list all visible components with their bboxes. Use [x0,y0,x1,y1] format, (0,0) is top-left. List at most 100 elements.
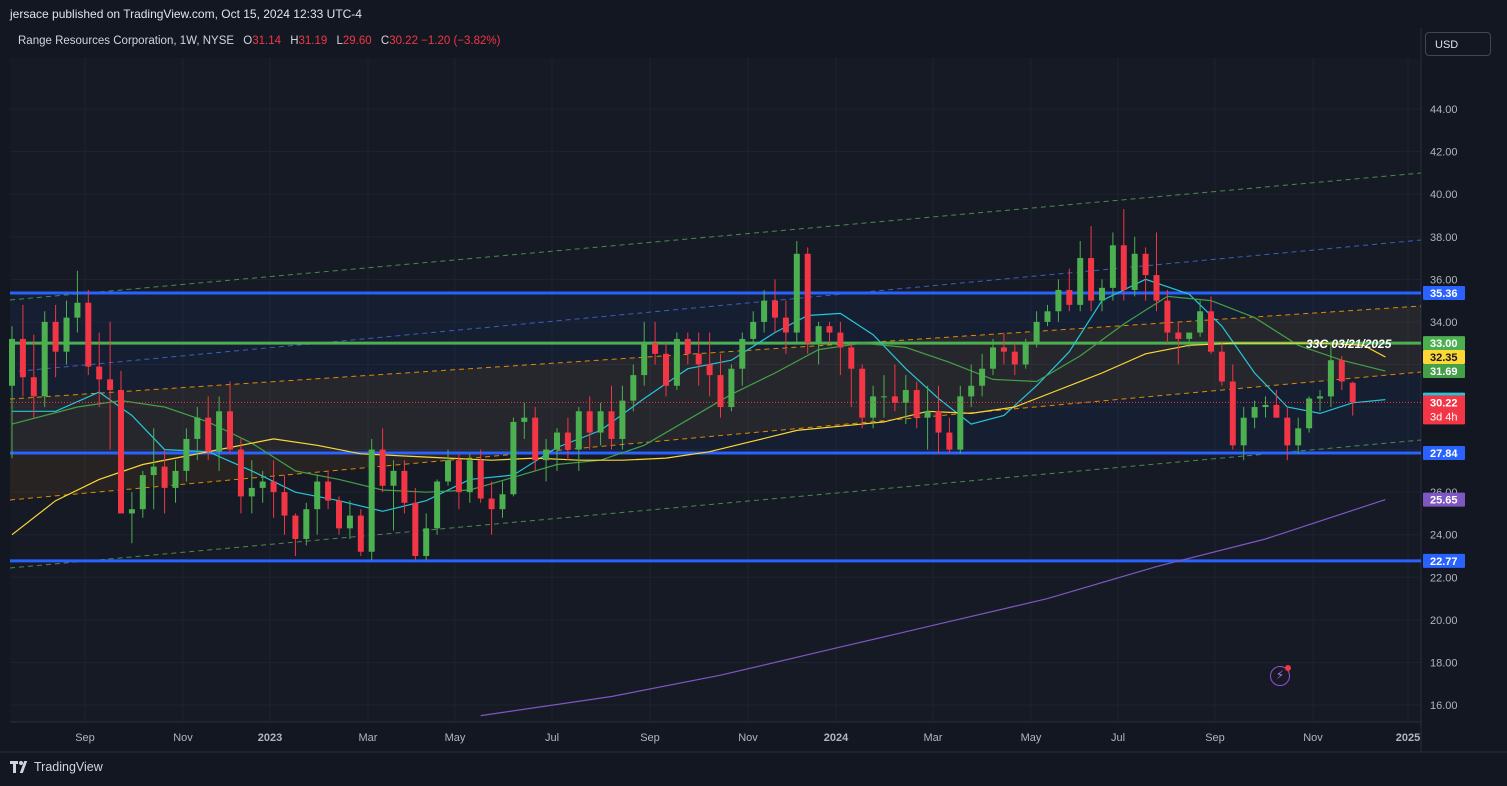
candle [390,460,397,531]
candle-body [1011,351,1018,365]
candle-body [913,390,920,418]
time-tick-label: May [445,732,466,744]
candle [695,332,702,386]
last-price-tag-label: 30.22 [1430,397,1458,409]
close-label: C [380,35,390,47]
candle-body [1088,258,1095,301]
price-tag-label: 27.84 [1430,448,1458,460]
candle [881,375,887,418]
currency-button[interactable]: USD [1425,32,1491,56]
candle-body [1153,275,1160,301]
candle [74,270,81,333]
candle-body [445,460,451,482]
candle-body [9,338,15,386]
candle-body [139,475,146,510]
price-tick-label: 42.00 [1430,147,1458,159]
time-tick-label: Mar [359,732,378,744]
candle-body [128,509,135,514]
candle-body [695,353,702,365]
footer-brand[interactable]: TradingView [10,760,103,774]
moving-average-line-3 [480,499,1386,717]
candle [619,385,626,450]
candle-body [881,396,887,398]
candle [30,334,37,418]
candle-body [292,515,299,539]
candle [303,502,310,546]
candle [837,321,844,376]
time-tick-label: 2025 [1396,732,1420,744]
candle-body [673,338,680,386]
candle [750,311,757,344]
candle [1240,407,1247,461]
candle-body [968,385,975,397]
candle-body [150,466,157,476]
candle-body [924,411,931,418]
candle [1208,296,1214,354]
candle-body [183,438,190,471]
candle [194,407,201,461]
candle-body [270,481,277,493]
candle-body [641,343,648,376]
candle [663,343,669,397]
candle [532,407,539,471]
candle-body [194,417,201,439]
candle [815,321,822,365]
candle [935,385,942,454]
candle-body [161,466,168,488]
candle [19,304,26,397]
moving-average-line-1 [11,295,1386,493]
candle [85,289,92,376]
candle [96,332,103,408]
candle [1164,289,1171,344]
price-tag-box [1423,285,1465,300]
candle [1000,332,1007,365]
time-tick-label: Jul [1111,732,1125,744]
candle-body [41,321,48,397]
candle [1131,236,1138,297]
last-price-countdown: 3d 4h [1430,411,1458,423]
candle-body [706,364,713,376]
candle-body [1327,360,1334,397]
candle [52,304,59,378]
candle-body [1055,289,1062,312]
candle-body [717,375,724,408]
candle-body [532,417,539,461]
price-tick-label: 22.00 [1430,572,1458,584]
time-tick-label: Sep [640,732,660,744]
price-tick-label: 40.00 [1430,189,1458,201]
candle [227,381,233,454]
last-price-tag-box [1423,395,1465,425]
time-tick-label: May [1021,732,1042,744]
candle [575,407,582,471]
candle-body [1142,253,1149,276]
candle-body [1273,404,1280,418]
candle [1338,355,1345,390]
open-label: O [243,35,253,47]
candle [510,417,517,497]
candle [150,428,157,510]
candle [1109,232,1116,301]
candle [1120,209,1127,301]
price-tag-box [1423,492,1465,507]
candle-body [455,460,462,493]
candle [41,311,48,408]
candle [586,396,593,450]
candle [259,470,266,503]
candle-body [30,377,37,397]
channel-orange-upper-dashed [9,305,1422,400]
candle [1142,247,1149,301]
candle [346,500,353,539]
time-tick-label: Nov [738,732,758,744]
candle-body [979,368,986,386]
candle-body [848,347,855,369]
price-tick-label: 36.00 [1430,274,1458,286]
price-tag-box [1423,553,1465,568]
candle [139,470,146,518]
candle-body [466,460,473,493]
candle [1218,343,1225,386]
price-tag-label: 22.77 [1430,556,1458,568]
tradingview-logo-icon [10,761,30,773]
lightning-alert-icon[interactable]: ⚡ [1270,665,1291,686]
candle [608,385,615,450]
